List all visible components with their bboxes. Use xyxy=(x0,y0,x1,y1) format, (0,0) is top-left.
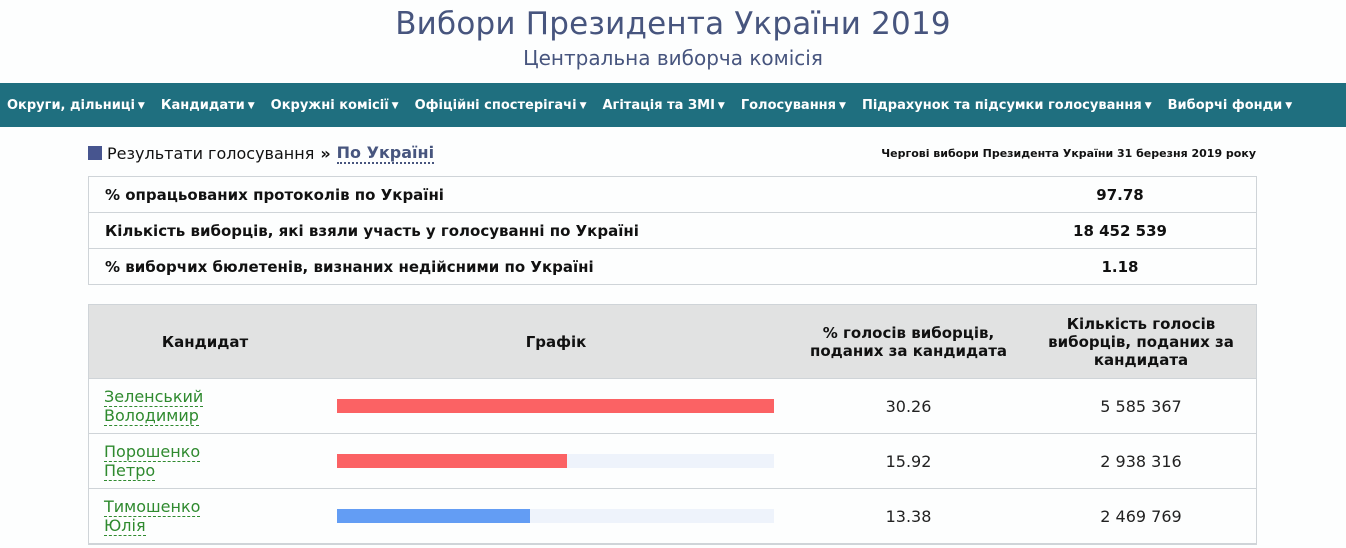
votes-value: 2 469 769 xyxy=(1100,506,1182,526)
candidate-second-line: Юлія xyxy=(104,516,146,536)
candidate-link[interactable]: Порошенко Петро xyxy=(89,442,321,481)
candidate-link[interactable]: Тимошенко Юлія xyxy=(89,497,321,536)
main-navbar: Округи, дільниці ▼ Кандидати ▼ Окружні ком… xyxy=(0,83,1346,127)
caret-down-icon: ▼ xyxy=(579,100,587,111)
table-row: Порошенко Петро 15.92 2 938 316 xyxy=(89,434,1256,489)
nav-item-voting[interactable]: Голосування ▼ xyxy=(733,98,854,113)
nav-label: Кандидати xyxy=(160,97,245,113)
nav-item-districts[interactable]: Округи, дільниці ▼ xyxy=(0,98,153,113)
bar-track xyxy=(337,454,774,468)
breadcrumb-separator: » xyxy=(320,143,331,163)
candidate-first-line: Тимошенко xyxy=(104,497,201,517)
percent-value: 30.26 xyxy=(885,396,932,416)
header-chart: Графік xyxy=(525,332,587,351)
votes-value: 2 938 316 xyxy=(1100,451,1182,471)
nav-item-observers[interactable]: Офіційні спостерігачі ▼ xyxy=(407,98,595,113)
summary-table: % опрацьованих протоколів по Україні 97.… xyxy=(88,176,1257,285)
nav-item-campaign-media[interactable]: Агітація та ЗМІ ▼ xyxy=(594,98,732,113)
header-votes: Кількість голосів виборців, поданих за к… xyxy=(1048,314,1234,369)
caret-down-icon: ▼ xyxy=(137,100,145,111)
summary-label: Кількість виборців, які взяли участь у г… xyxy=(105,221,639,240)
nav-label: Округи, дільниці xyxy=(7,97,135,113)
nav-item-election-funds[interactable]: Виборчі фонди ▼ xyxy=(1160,98,1301,113)
vote-bar xyxy=(337,454,567,468)
summary-value: 18 452 539 xyxy=(1073,221,1167,240)
summary-row: % опрацьованих протоколів по Україні 97.… xyxy=(89,177,1256,213)
summary-label: % опрацьованих протоколів по Україні xyxy=(105,185,444,204)
header-candidate: Кандидат xyxy=(161,332,249,351)
nav-item-district-commissions[interactable]: Окружні комісії ▼ xyxy=(263,98,407,113)
site-header: Вибори Президента України 2019 Центральн… xyxy=(0,0,1346,83)
chart-cell xyxy=(321,399,791,413)
chart-cell xyxy=(321,509,791,523)
bar-track xyxy=(337,399,774,413)
percent-value: 13.38 xyxy=(885,506,932,526)
nav-label: Підрахунок та підсумки голосування xyxy=(861,97,1142,113)
nav-item-candidates[interactable]: Кандидати ▼ xyxy=(153,98,263,113)
candidate-first-line: Зеленський xyxy=(104,387,204,407)
breadcrumb-section: Результати голосування xyxy=(107,143,315,163)
vote-bar xyxy=(337,399,774,413)
caret-down-icon: ▼ xyxy=(1285,100,1293,111)
chart-cell xyxy=(321,454,791,468)
nav-label: Офіційні спостерігачі xyxy=(414,97,577,113)
election-name: Чергові вибори Президента України 31 бер… xyxy=(881,146,1256,160)
results-table: Кандидат Графік % голосів виборців, пода… xyxy=(88,304,1257,545)
nav-item-count-results[interactable]: Підрахунок та підсумки голосування ▼ xyxy=(854,98,1160,113)
candidate-second-line: Петро xyxy=(104,461,156,481)
breadcrumb: Результати голосування » По Україні Черг… xyxy=(88,142,1256,164)
nav-label: Агітація та ЗМІ xyxy=(602,97,715,113)
summary-value: 97.78 xyxy=(1096,185,1144,204)
results-header-row: Кандидат Графік % голосів виборців, пода… xyxy=(89,305,1256,379)
percent-value: 15.92 xyxy=(885,451,932,471)
candidate-second-line: Володимир xyxy=(104,406,199,426)
site-title: Вибори Президента України 2019 xyxy=(395,6,951,42)
summary-label: % виборчих бюлетенів, визнаних недійсним… xyxy=(105,257,594,276)
table-row: Зеленський Володимир 30.26 5 585 367 xyxy=(89,379,1256,434)
votes-value: 5 585 367 xyxy=(1100,396,1182,416)
caret-down-icon: ▼ xyxy=(1144,100,1152,111)
nav-label: Голосування xyxy=(740,97,837,113)
candidate-first-line: Порошенко xyxy=(104,442,201,462)
bar-track xyxy=(337,509,774,523)
table-row: Тимошенко Юлія 13.38 2 469 769 xyxy=(89,489,1256,544)
caret-down-icon: ▼ xyxy=(391,100,399,111)
caret-down-icon: ▼ xyxy=(247,100,255,111)
summary-value: 1.18 xyxy=(1101,257,1139,276)
caret-down-icon: ▼ xyxy=(717,100,725,111)
summary-row: Кількість виборців, які взяли участь у г… xyxy=(89,213,1256,249)
caret-down-icon: ▼ xyxy=(839,100,846,111)
summary-row: % виборчих бюлетенів, визнаних недійсним… xyxy=(89,249,1256,284)
square-bullet-icon xyxy=(88,146,102,160)
candidate-link[interactable]: Зеленський Володимир xyxy=(89,387,321,426)
vote-bar xyxy=(337,509,531,523)
header-percent: % голосів виборців, поданих за кандидата xyxy=(809,323,1008,360)
site-subtitle: Центральна виборча комісія xyxy=(523,46,823,70)
nav-label: Окружні комісії xyxy=(270,97,389,113)
nav-label: Виборчі фонди xyxy=(1167,97,1283,113)
breadcrumb-current-link[interactable]: По Україні xyxy=(336,142,435,164)
